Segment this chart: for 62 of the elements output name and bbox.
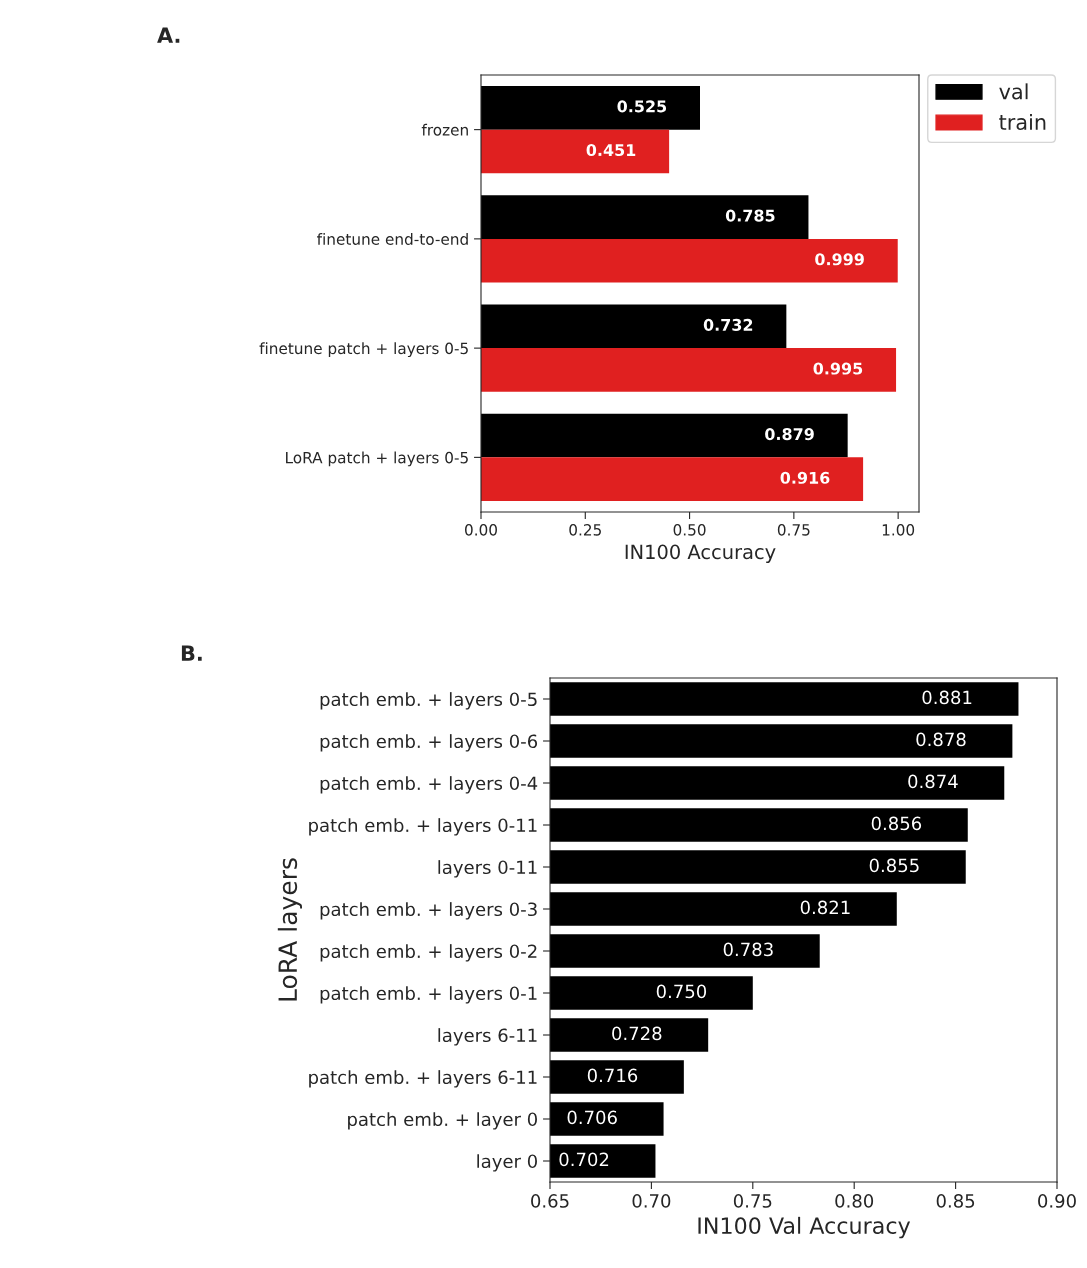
text: A. — [157, 27, 180, 43]
data-label: 0.785 — [725, 209, 775, 222]
data-label: 0.451 — [586, 144, 636, 157]
y-tick-label: patch emb. + layers 0-6 — [320, 734, 538, 752]
x-axis-title: IN100 Val Accuracy — [698, 1216, 911, 1239]
y-tick-label: patch emb. + layers 0-1 — [320, 986, 537, 1004]
data-label: 0.878 — [916, 732, 966, 747]
bar — [481, 238, 898, 283]
bar — [481, 129, 670, 174]
data-label: 0.525 — [617, 100, 667, 113]
bar — [481, 304, 787, 349]
bar — [481, 195, 809, 239]
data-label: 0.706 — [567, 1110, 617, 1125]
bar — [481, 85, 700, 130]
legend-label: val — [999, 83, 1028, 100]
y-tick-label: patch emb. + layers 6-11 — [309, 1070, 537, 1088]
y-tick-label: layers 0-11 — [438, 860, 537, 878]
y-tick-label: layers 6-11 — [438, 1028, 537, 1046]
y-tick-label: patch emb. + layers 0-5 — [320, 692, 537, 710]
y-tick-label: frozen — [421, 123, 468, 136]
y-tick-label: patch emb. + layers 0-3 — [320, 902, 537, 920]
y-axis-title: LoRA layers — [277, 858, 302, 1001]
data-label: 0.856 — [871, 816, 922, 831]
y-tick-label: finetune patch + layers 0-5 — [259, 342, 468, 358]
y-tick-label: LoRA patch + layers 0-5 — [286, 451, 468, 467]
data-label: 0.855 — [869, 858, 919, 873]
y-tick-label: layer 0 — [477, 1154, 537, 1172]
y-tick-label: patch emb. + layers 0-4 — [320, 776, 538, 794]
x-tick-label: 0.00 — [465, 524, 497, 536]
data-label: 0.783 — [723, 942, 773, 957]
legend-label: train — [999, 113, 1046, 131]
data-label: 0.881 — [922, 690, 972, 705]
x-tick-label: 0.25 — [569, 524, 601, 536]
x-tick-label: 0.90 — [1038, 1194, 1076, 1208]
data-label: 0.821 — [800, 900, 850, 915]
x-tick-label: 0.70 — [632, 1194, 671, 1208]
data-label: 0.999 — [815, 253, 864, 266]
x-axis-title: IN100 Accuracy — [625, 544, 776, 563]
data-label: 0.750 — [656, 984, 707, 999]
x-tick-label: 0.75 — [777, 524, 810, 536]
x-tick-label: 0.80 — [835, 1194, 874, 1208]
y-tick-label: patch emb. + layers 0-2 — [320, 944, 537, 962]
y-tick-label: patch emb. + layer 0 — [348, 1112, 537, 1130]
x-tick-label: 1.00 — [882, 524, 915, 536]
text: B. — [181, 645, 202, 661]
x-tick-label: 0.65 — [531, 1194, 569, 1208]
data-label: 0.879 — [765, 428, 814, 441]
bar — [481, 413, 848, 458]
data-label: 0.916 — [780, 471, 830, 484]
y-tick-label: finetune end-to-end — [317, 233, 468, 245]
x-tick-label: 0.50 — [673, 524, 706, 536]
x-tick-label: 0.85 — [936, 1194, 975, 1208]
data-label: 0.874 — [908, 774, 958, 789]
data-label: 0.716 — [587, 1068, 638, 1083]
y-tick-label: patch emb. + layers 0-11 — [309, 818, 537, 836]
data-label: 0.732 — [703, 318, 753, 331]
data-label: 0.995 — [813, 362, 863, 375]
bar — [481, 457, 864, 502]
data-label: 0.702 — [559, 1152, 609, 1167]
data-label: 0.728 — [612, 1026, 662, 1041]
x-tick-label: 0.75 — [733, 1194, 772, 1208]
bar — [481, 348, 897, 392]
